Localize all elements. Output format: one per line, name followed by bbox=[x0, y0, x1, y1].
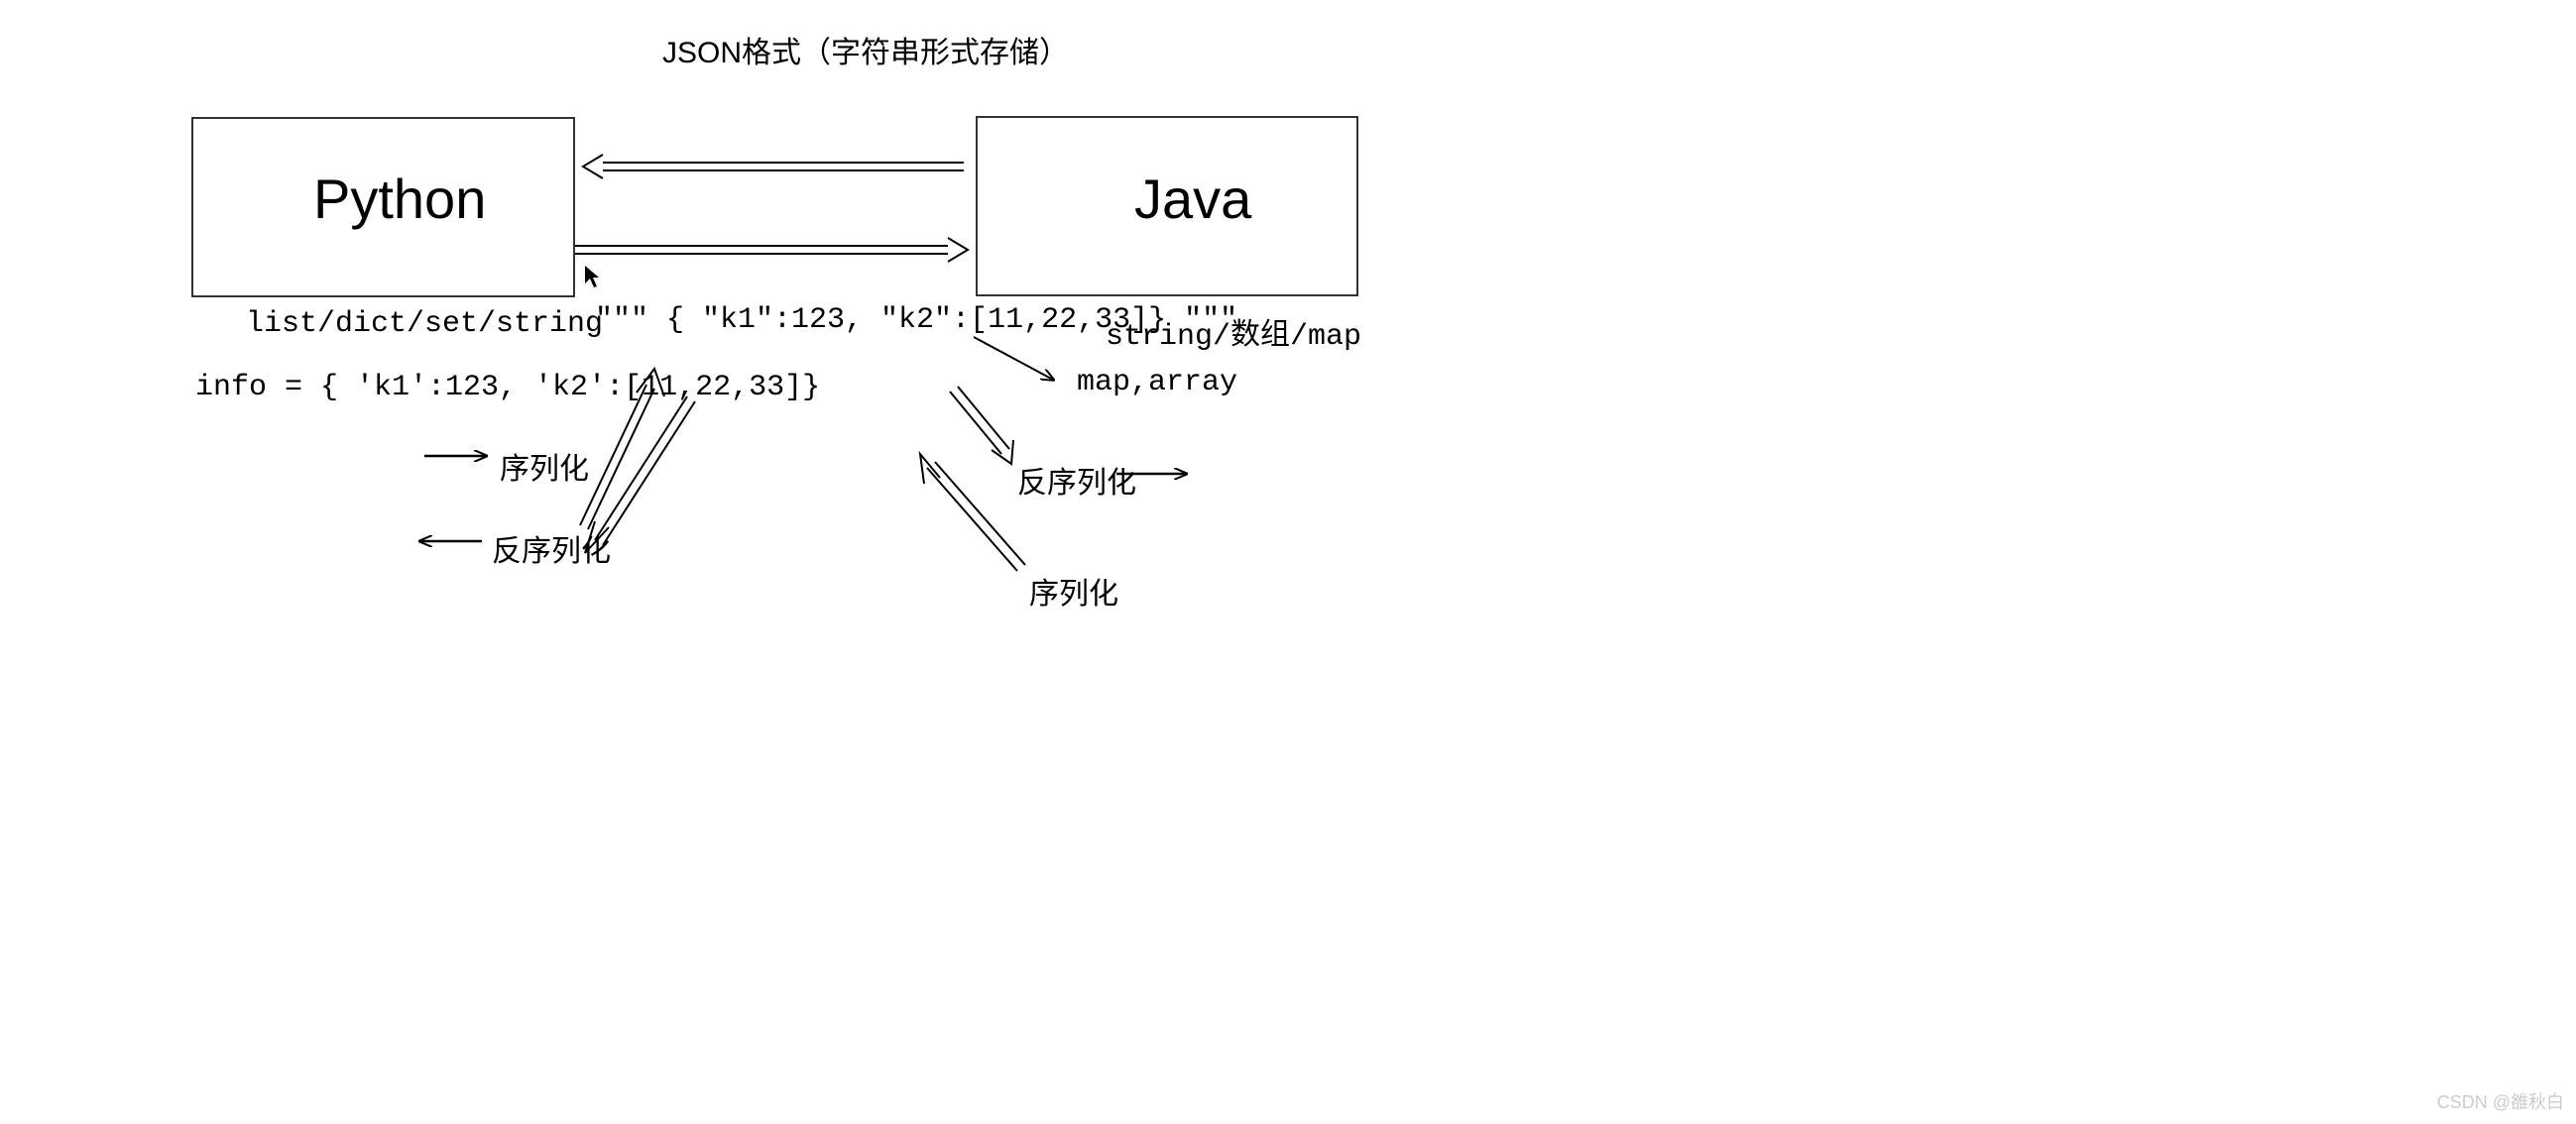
watermark-text: CSDN @雒秋白 bbox=[2437, 1088, 2564, 1114]
serialize2-text: 序列化 bbox=[1029, 569, 1118, 613]
java-types-text: string/数组/map bbox=[1106, 309, 1361, 354]
arrow-maparray-to-deserialize bbox=[950, 387, 1013, 464]
java-box-label: Java bbox=[1134, 167, 1251, 231]
arrow-javatypes-to-maparray bbox=[974, 337, 1053, 380]
arrow-serialize-up-right bbox=[920, 454, 1025, 571]
arrow-python-to-java bbox=[575, 238, 968, 262]
deserialize2-text: 反序列化 bbox=[1017, 458, 1136, 502]
python-box-label: Python bbox=[313, 167, 486, 231]
cursor-icon bbox=[585, 266, 599, 287]
info-code-text: info = { 'k1':123, 'k2':[11,22,33]} bbox=[195, 371, 820, 404]
arrow-java-to-python bbox=[583, 155, 964, 178]
diagram-title: JSON格式（字符串形式存储） bbox=[662, 28, 1069, 71]
serialize1-text: 序列化 bbox=[500, 444, 589, 488]
deserialize1-text: 反序列化 bbox=[492, 526, 611, 570]
python-types-text: list/dict/set/string bbox=[246, 307, 603, 341]
map-array-text: map,array bbox=[1077, 366, 1237, 399]
